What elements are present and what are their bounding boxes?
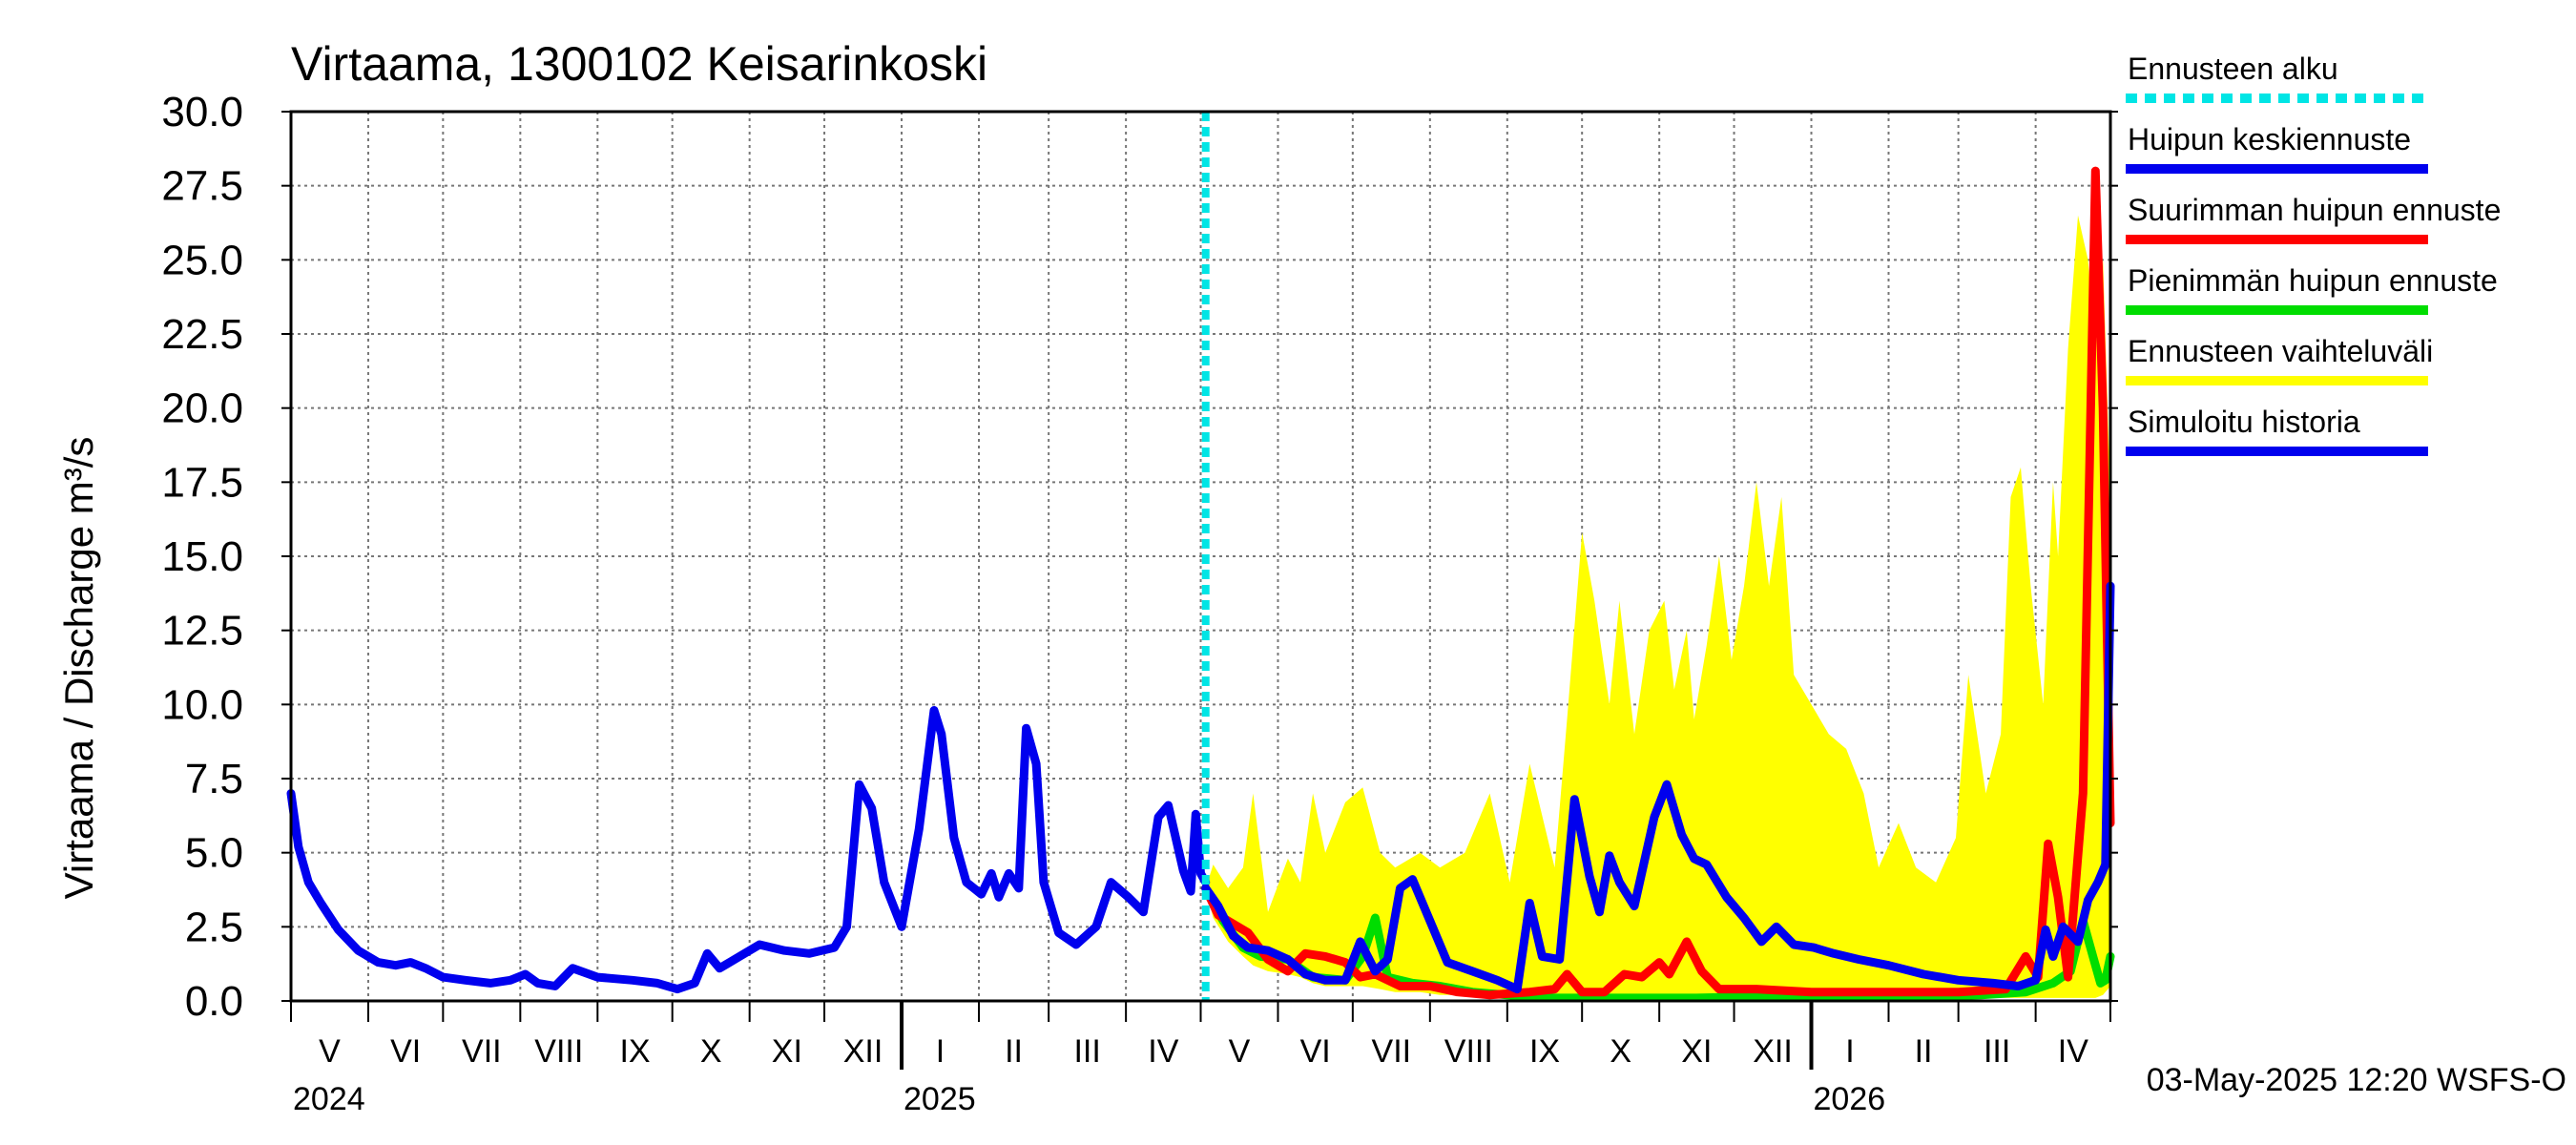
month-label: IV bbox=[1148, 1033, 1178, 1070]
y-tick-label: 25.0 bbox=[161, 237, 243, 283]
x-tick-labels: V VI VII VIII IX X XI XII I II III IV V VI VII VIII IX X X… bbox=[293, 1033, 2088, 1117]
month-label: XII bbox=[1753, 1033, 1793, 1070]
month-label: X bbox=[700, 1033, 722, 1070]
month-label: II bbox=[1915, 1033, 1933, 1070]
year-label: 2026 bbox=[1814, 1081, 1886, 1117]
month-label: V bbox=[319, 1033, 341, 1070]
month-label: III bbox=[1073, 1033, 1100, 1070]
y-tick-label: 10.0 bbox=[161, 681, 243, 728]
y-tick-label: 20.0 bbox=[161, 385, 243, 432]
y-tick-label: 7.5 bbox=[185, 756, 243, 802]
month-label: VII bbox=[1372, 1033, 1412, 1070]
y-tick-label: 22.5 bbox=[161, 311, 243, 358]
month-label: VI bbox=[1300, 1033, 1331, 1070]
month-label: IX bbox=[619, 1033, 650, 1070]
plot-frame bbox=[289, 110, 2112, 1003]
legend-label: Simuloitu historia bbox=[2128, 405, 2360, 439]
month-label: III bbox=[1984, 1033, 2010, 1070]
chart-title: Virtaama, 1300102 Keisarinkoski bbox=[291, 37, 987, 91]
month-label: I bbox=[1845, 1033, 1854, 1070]
month-label: XI bbox=[772, 1033, 802, 1070]
legend-label: Huipun keskiennuste bbox=[2128, 122, 2411, 156]
grid-lines bbox=[291, 112, 2110, 1001]
y-tick-label: 0.0 bbox=[185, 978, 243, 1025]
month-label: VIII bbox=[534, 1033, 583, 1070]
month-label: IV bbox=[2058, 1033, 2088, 1070]
year-label: 2024 bbox=[293, 1081, 365, 1117]
y-tick-label: 17.5 bbox=[161, 459, 243, 506]
month-label: II bbox=[1005, 1033, 1023, 1070]
timestamp-label: 03-May-2025 12:20 WSFS-O bbox=[2147, 1062, 2566, 1098]
series-lines bbox=[286, 166, 2115, 1003]
legend-label: Suurimman huipun ennuste bbox=[2128, 193, 2501, 227]
month-label: VIII bbox=[1444, 1033, 1493, 1070]
month-label: IX bbox=[1529, 1033, 1560, 1070]
y-tick-label: 12.5 bbox=[161, 608, 243, 655]
y-tick-labels: 0.0 2.5 5.0 7.5 10.0 12.5 15.0 17.5 20.0 22.5 25.0… bbox=[161, 89, 243, 1025]
legend: Ennusteen alku Huipun keskiennuste Suurimm… bbox=[2126, 52, 2501, 456]
y-tick-label: 5.0 bbox=[185, 830, 243, 877]
legend-label: Ennusteen alku bbox=[2128, 52, 2338, 86]
axes bbox=[281, 110, 2118, 1070]
month-label: XII bbox=[843, 1033, 883, 1070]
month-label: VI bbox=[390, 1033, 421, 1070]
series-line-mean-peak bbox=[1201, 581, 2115, 994]
y-axis-label: Virtaama / Discharge m³/s bbox=[56, 437, 101, 900]
legend-label: Ennusteen vaihteluväli bbox=[2128, 334, 2433, 368]
month-label: V bbox=[1229, 1033, 1251, 1070]
y-tick-label: 15.0 bbox=[161, 533, 243, 580]
month-label: XI bbox=[1681, 1033, 1712, 1070]
range-band-area bbox=[1205, 215, 2110, 998]
month-label: I bbox=[936, 1033, 945, 1070]
series-line-history bbox=[286, 706, 1211, 994]
forecast-range-band bbox=[1205, 215, 2110, 998]
y-tick-label: 2.5 bbox=[185, 904, 243, 950]
month-label: X bbox=[1610, 1033, 1631, 1070]
legend-label: Pienimmän huipun ennuste bbox=[2128, 263, 2498, 298]
month-label: VII bbox=[462, 1033, 502, 1070]
y-tick-label: 27.5 bbox=[161, 163, 243, 210]
year-label: 2025 bbox=[904, 1081, 976, 1117]
y-tick-label: 30.0 bbox=[161, 89, 243, 135]
